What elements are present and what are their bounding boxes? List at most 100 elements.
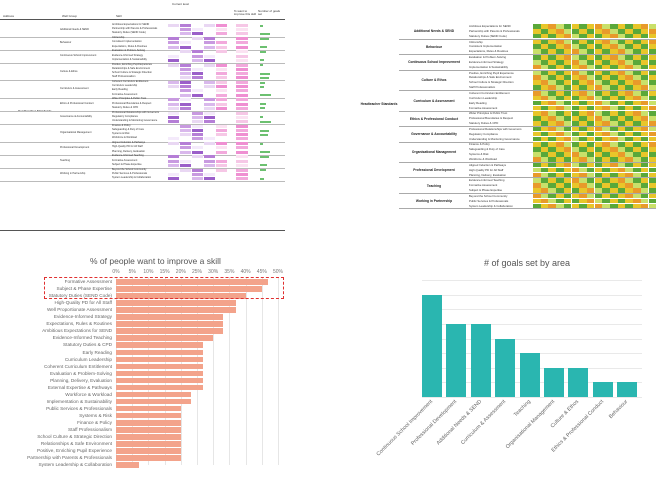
matrix-skill-label: Systems & Risk — [469, 152, 489, 157]
goals-bar — [260, 94, 271, 97]
matrix-cell — [610, 59, 618, 65]
heat-cell — [180, 106, 191, 110]
matrix-cell — [640, 193, 649, 199]
matrix-cell — [633, 33, 641, 39]
bar — [116, 356, 204, 363]
matrix-cell — [579, 121, 587, 126]
bar — [116, 391, 191, 398]
matrix-cell — [602, 142, 610, 147]
matrix-cell — [571, 111, 579, 116]
matrix-cell — [540, 70, 549, 76]
matrix-cell — [594, 59, 603, 65]
heat-cell — [204, 163, 215, 167]
matrix-cell — [633, 64, 641, 70]
matrix-cell — [617, 121, 626, 126]
improve-cell — [236, 50, 248, 54]
matrix-cell — [648, 183, 656, 188]
matrix-cell — [563, 111, 572, 116]
matrix-cell — [548, 152, 556, 157]
matrix-cell — [563, 131, 572, 137]
goals-bar — [260, 72, 270, 75]
matrix-cell — [548, 100, 556, 106]
heat-cell — [216, 81, 227, 84]
matrix-group-label: Governance & Accountability — [411, 132, 457, 137]
gridline — [213, 277, 215, 465]
bar — [116, 462, 139, 468]
category-label: Workforce & Workload — [65, 391, 112, 397]
matrix-cell — [533, 85, 541, 90]
matrix-skill-label: Evidence-Informed Strategy — [469, 59, 504, 64]
skill-label: Regulatory Compliance — [112, 114, 138, 118]
matrix-divider — [399, 208, 656, 209]
bar — [116, 455, 181, 461]
matrix-group-label: Culture & Ethos — [421, 78, 447, 83]
matrix-cell — [540, 183, 549, 188]
matrix-cell — [602, 121, 610, 126]
matrix-cell — [625, 39, 633, 45]
matrix-cell — [640, 80, 649, 85]
matrix-cell — [617, 90, 626, 96]
matrix-group-label: Behaviour — [425, 44, 443, 49]
group-label: Continuous School Improvement — [60, 54, 97, 58]
matrix-cell — [579, 142, 587, 147]
matrix-cell — [594, 172, 603, 178]
matrix-skill-label: Beyond the School Community — [469, 193, 508, 198]
matrix-cell — [533, 49, 541, 54]
improve-cell — [236, 111, 248, 115]
header-improve: % want to improve this skill — [234, 9, 257, 17]
goals-bar — [260, 116, 263, 119]
matrix-cell — [594, 90, 603, 96]
matrix-cell — [586, 157, 595, 162]
matrix-cell — [533, 172, 541, 178]
matrix-cell — [540, 147, 549, 152]
matrix-cell — [633, 39, 641, 45]
category-label: Early Reading — [82, 349, 112, 355]
matrix-cell — [563, 75, 572, 81]
matrix-cell — [602, 100, 610, 106]
goals-bar — [260, 133, 268, 136]
matrix-cell — [640, 162, 649, 168]
bar — [116, 349, 204, 355]
matrix-cell — [571, 80, 579, 85]
skill-label: Planning, Delivery, Evaluation — [112, 149, 146, 153]
matrix-cell — [648, 75, 656, 81]
matrix-cell — [610, 55, 618, 60]
matrix-cell — [610, 111, 618, 116]
matrix-cell — [571, 147, 579, 152]
group-label: Additional Needs & SEND — [60, 27, 89, 31]
group-divider — [0, 124, 285, 125]
matrix-cell — [563, 64, 572, 70]
matrix-cell — [533, 203, 541, 209]
matrix-skill-label: Consistent Implementation — [469, 44, 503, 49]
matrix-cell — [594, 105, 603, 111]
matrix-cell — [625, 111, 633, 116]
matrix-cell — [617, 55, 626, 60]
heat-cell — [204, 58, 215, 62]
goals-by-area-chart: # of goals set by area Continuous School… — [376, 250, 664, 486]
matrix-cell — [533, 33, 541, 39]
bar — [544, 367, 564, 397]
heat-cell — [204, 172, 215, 176]
heat-cell — [216, 45, 227, 49]
improve-cell — [236, 133, 248, 137]
heat-cell — [204, 115, 215, 119]
bar — [116, 300, 236, 306]
matrix-cell — [540, 90, 549, 96]
matrix-cell — [648, 39, 656, 45]
matrix-cell — [579, 59, 587, 65]
matrix-cell — [625, 131, 633, 137]
category-label: Relationships & Safe Environment — [40, 441, 112, 447]
matrix-cell — [640, 33, 649, 39]
group-divider — [0, 36, 285, 38]
matrix-cell — [610, 90, 618, 96]
matrix-cell — [602, 188, 610, 193]
matrix-cell — [579, 33, 587, 39]
matrix-cell — [625, 126, 633, 132]
matrix-cell — [625, 162, 633, 168]
heat-cell — [180, 32, 191, 36]
matrix-cell — [548, 162, 556, 168]
bar — [568, 367, 589, 397]
matrix-cell — [563, 162, 572, 168]
heat-cell — [168, 58, 179, 62]
heat-cell — [204, 111, 215, 115]
